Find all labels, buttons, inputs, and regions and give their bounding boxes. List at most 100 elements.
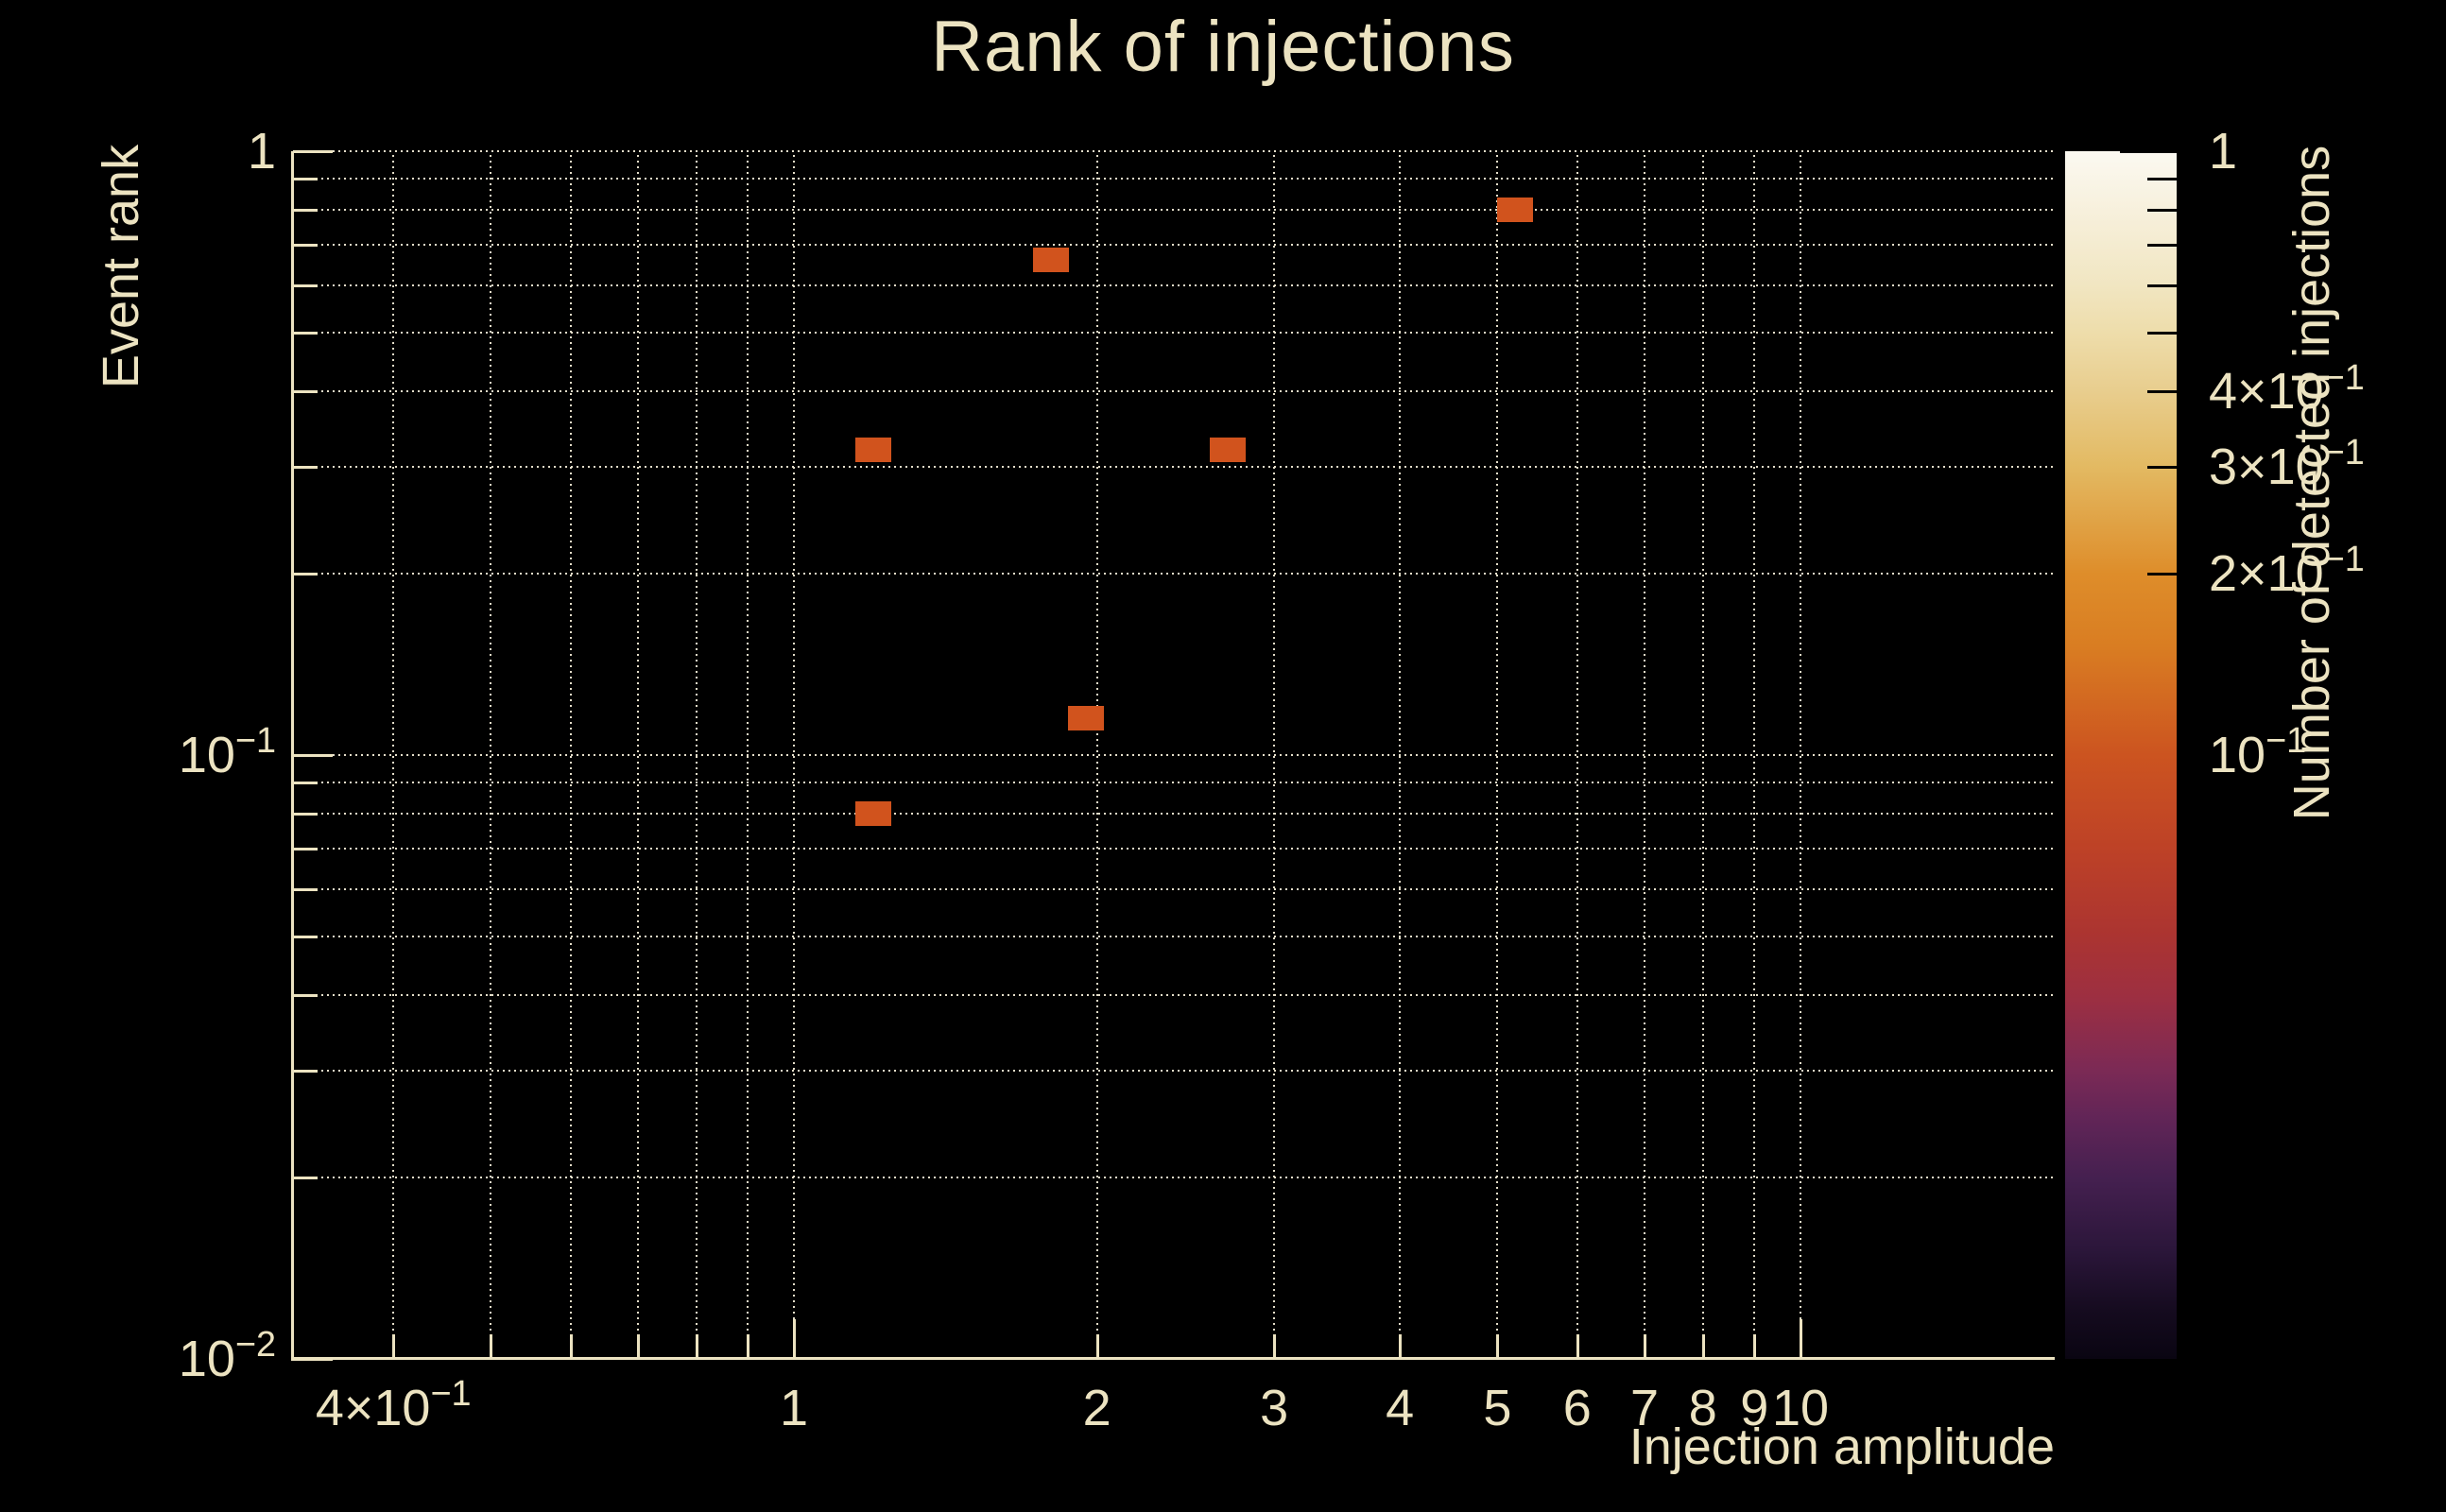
colorbar-tick [2147, 208, 2177, 212]
colorbar-tick-label: 1 [2209, 123, 2238, 180]
x-tick [392, 1334, 396, 1359]
y-tick-label: 10−1 [178, 721, 276, 783]
y-gridline [293, 994, 2055, 997]
x-tick [747, 1334, 750, 1359]
x-gridline [1701, 151, 1704, 1359]
y-tick [293, 150, 333, 153]
y-gridline [293, 390, 2055, 393]
x-axis-line [293, 1357, 2055, 1360]
exponent: −1 [2265, 721, 2307, 762]
y-tick [293, 1358, 333, 1361]
y-gridline [293, 847, 2055, 850]
y-gridline [293, 208, 2055, 211]
x-tick [637, 1334, 641, 1359]
colorbar-tick [2120, 150, 2177, 153]
y-tick [293, 1176, 318, 1179]
y-gridline [293, 1176, 2055, 1178]
x-tick [793, 1319, 796, 1359]
y-tick [293, 936, 318, 939]
colorbar-tick [2147, 284, 2177, 287]
y-tick [293, 994, 318, 998]
exponent: −1 [234, 721, 276, 762]
y-gridline [293, 812, 2055, 815]
x-tick [1273, 1334, 1277, 1359]
data-bin [1032, 248, 1069, 273]
x-tick [490, 1334, 493, 1359]
data-bin [855, 438, 892, 463]
y-gridline [293, 150, 2055, 152]
y-tick [293, 847, 318, 850]
x-gridline [637, 151, 640, 1359]
x-tick [1753, 1334, 1757, 1359]
x-tick-label: 10 [1771, 1380, 1830, 1436]
x-tick [569, 1334, 573, 1359]
colorbar-tick [2147, 243, 2177, 247]
data-bin [1210, 438, 1247, 463]
colorbar [2065, 150, 2177, 1359]
colorbar-tick-label: 4×10−1 [2209, 357, 2365, 421]
y-tick [293, 466, 318, 470]
x-gridline [1496, 151, 1499, 1359]
y-tick [293, 390, 318, 394]
x-tick-label: 9 [1740, 1380, 1769, 1436]
x-axis-title: Injection amplitude [1628, 1418, 2055, 1475]
x-tick-label: 2 [1082, 1380, 1111, 1436]
data-bin [855, 800, 892, 826]
y-gridline [293, 887, 2055, 890]
x-gridline [793, 151, 795, 1359]
exponent: −1 [430, 1374, 472, 1415]
x-tick-label: 7 [1629, 1380, 1660, 1436]
colorbar-tick [2147, 178, 2177, 181]
colorbar-tick [2147, 390, 2177, 394]
x-gridline [1095, 151, 1098, 1359]
x-gridline [1753, 151, 1756, 1359]
data-bin [1067, 706, 1104, 731]
y-gridline [293, 178, 2055, 180]
y-gridline [293, 936, 2055, 938]
y-gridline [293, 466, 2055, 469]
exponent: −2 [234, 1325, 276, 1366]
exponent: −1 [2323, 539, 2365, 579]
x-tick-label: 4 [1386, 1380, 1415, 1436]
x-tick [1644, 1334, 1647, 1359]
x-tick-label: 1 [779, 1380, 809, 1436]
x-gridline [695, 151, 698, 1359]
data-bin [1496, 197, 1533, 222]
y-tick [293, 284, 318, 287]
x-tick-label: 3 [1260, 1380, 1289, 1436]
x-gridline [1800, 151, 1801, 1359]
x-tick [695, 1334, 698, 1359]
y-tick [293, 332, 318, 335]
colorbar-tick-label: 2×10−1 [2209, 539, 2365, 602]
x-gridline [1576, 151, 1578, 1359]
colorbar-tick [2147, 572, 2177, 576]
y-tick-label: 1 [247, 123, 276, 180]
y-tick [293, 754, 333, 757]
colorbar-tick-label: 10−1 [2209, 721, 2307, 783]
x-gridline [569, 151, 572, 1359]
y-tick [293, 572, 318, 576]
colorbar-tick [2147, 466, 2177, 470]
colorbar-tick-label: 3×10−1 [2209, 433, 2365, 496]
y-tick [293, 243, 318, 247]
y-tick [293, 1070, 318, 1074]
colorbar-tick [2147, 332, 2177, 335]
x-tick [1496, 1334, 1500, 1359]
y-axis-title: Event rank [93, 144, 149, 389]
x-tick [1800, 1319, 1802, 1359]
exponent: −1 [2323, 433, 2365, 473]
x-tick [1576, 1334, 1579, 1359]
y-tick-label: 10−2 [178, 1325, 276, 1387]
exponent: −1 [2323, 357, 2365, 398]
x-tick [1399, 1334, 1403, 1359]
y-gridline [293, 782, 2055, 784]
x-gridline [490, 151, 492, 1359]
y-tick [293, 782, 318, 785]
y-axis-line [291, 151, 294, 1361]
y-gridline [293, 754, 2055, 756]
x-gridline [1399, 151, 1402, 1359]
x-gridline [392, 151, 395, 1359]
y-tick [293, 208, 318, 212]
y-tick [293, 812, 318, 816]
x-tick-label: 8 [1688, 1380, 1717, 1436]
